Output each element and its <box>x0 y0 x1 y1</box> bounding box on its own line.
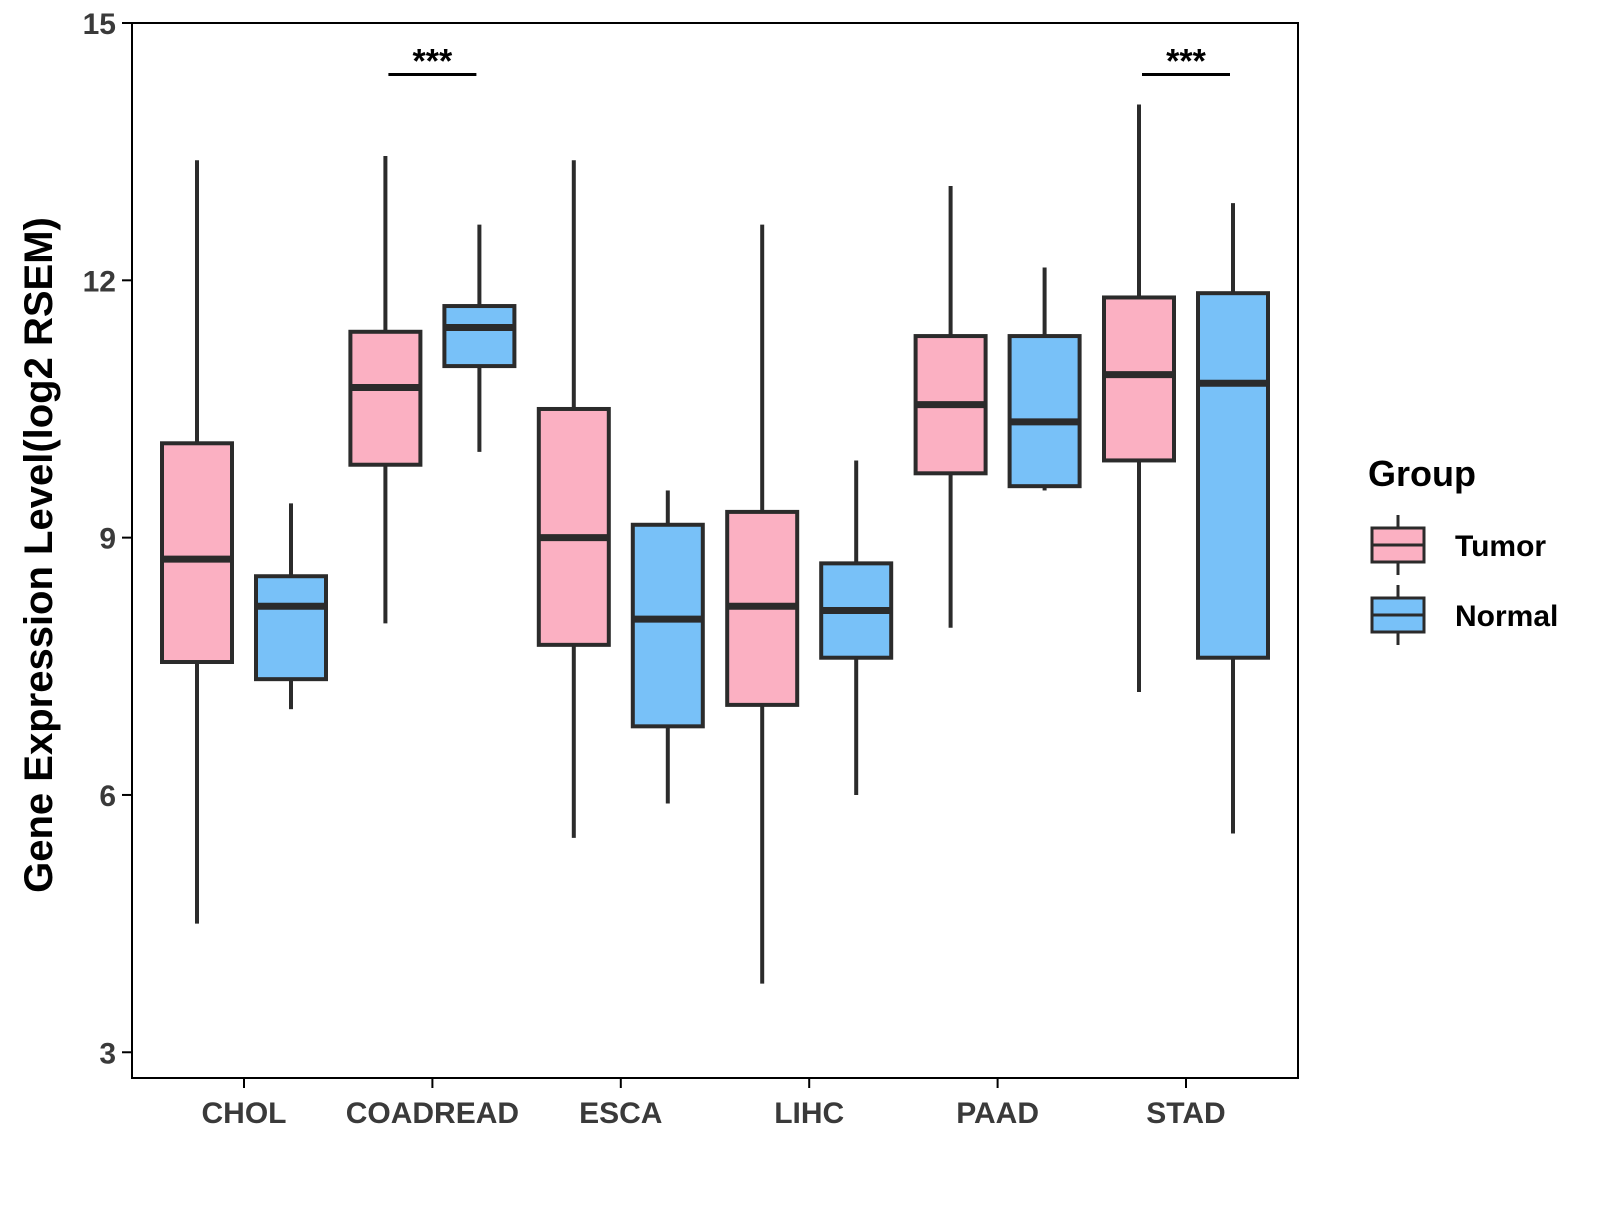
legend-title: Group <box>1368 453 1476 494</box>
box-normal-coadread <box>442 224 517 452</box>
x-tick-label: STAD <box>1146 1097 1225 1130</box>
box-body <box>1102 295 1176 463</box>
box-tumor-stad <box>1102 104 1176 693</box>
box-tumor-paad <box>913 185 988 628</box>
x-tick-label: ESCA <box>579 1097 662 1130</box>
y-tick-label: 3 <box>99 1037 116 1070</box>
legend-label: Normal <box>1455 600 1558 633</box>
box-tumor-esca <box>536 160 611 838</box>
box-normal-chol <box>254 503 328 710</box>
box-body <box>630 522 705 729</box>
box-normal-paad <box>1007 267 1082 491</box>
legend-key-tumor <box>1370 515 1426 575</box>
x-tick-label: LIHC <box>774 1097 844 1130</box>
significance-label: *** <box>413 42 453 80</box>
legend-label: Tumor <box>1455 530 1546 563</box>
y-tick-label: 6 <box>99 780 116 813</box>
y-tick-label: 12 <box>83 265 116 298</box>
axis-layer: 3 6 9 12 15 CHOL COADREAD ESCA LIHC PAAD STAD <box>83 8 1299 1130</box>
box-normal-stad <box>1196 203 1270 834</box>
box-body <box>1196 291 1270 660</box>
y-tick-label: 9 <box>99 523 116 556</box>
x-tick-label: COADREAD <box>346 1097 519 1130</box>
y-tick-label: 15 <box>83 8 116 41</box>
box-body <box>160 441 234 665</box>
box-body <box>1007 334 1082 489</box>
y-axis-title: Gene Expression Level(log2 RSEM) <box>17 217 61 893</box>
box-body <box>348 329 423 467</box>
x-tick-label: PAAD <box>956 1097 1039 1130</box>
box-body <box>442 304 517 369</box>
box-tumor-lihc <box>725 224 800 984</box>
box-body <box>254 574 328 682</box>
legend-key-normal <box>1370 585 1426 645</box>
box-body <box>536 406 611 647</box>
box-tumor-coadread <box>348 155 423 624</box>
legend: Group Tumor Normal <box>1368 453 1558 645</box>
x-tick-label: CHOL <box>202 1097 287 1130</box>
plot-layer: *** *** <box>160 42 1270 984</box>
significance-label: *** <box>1166 42 1206 80</box>
box-tumor-chol <box>160 160 234 924</box>
box-normal-lihc <box>819 460 894 795</box>
plot-panel-border <box>131 22 1299 1079</box>
box-normal-esca <box>630 490 705 804</box>
